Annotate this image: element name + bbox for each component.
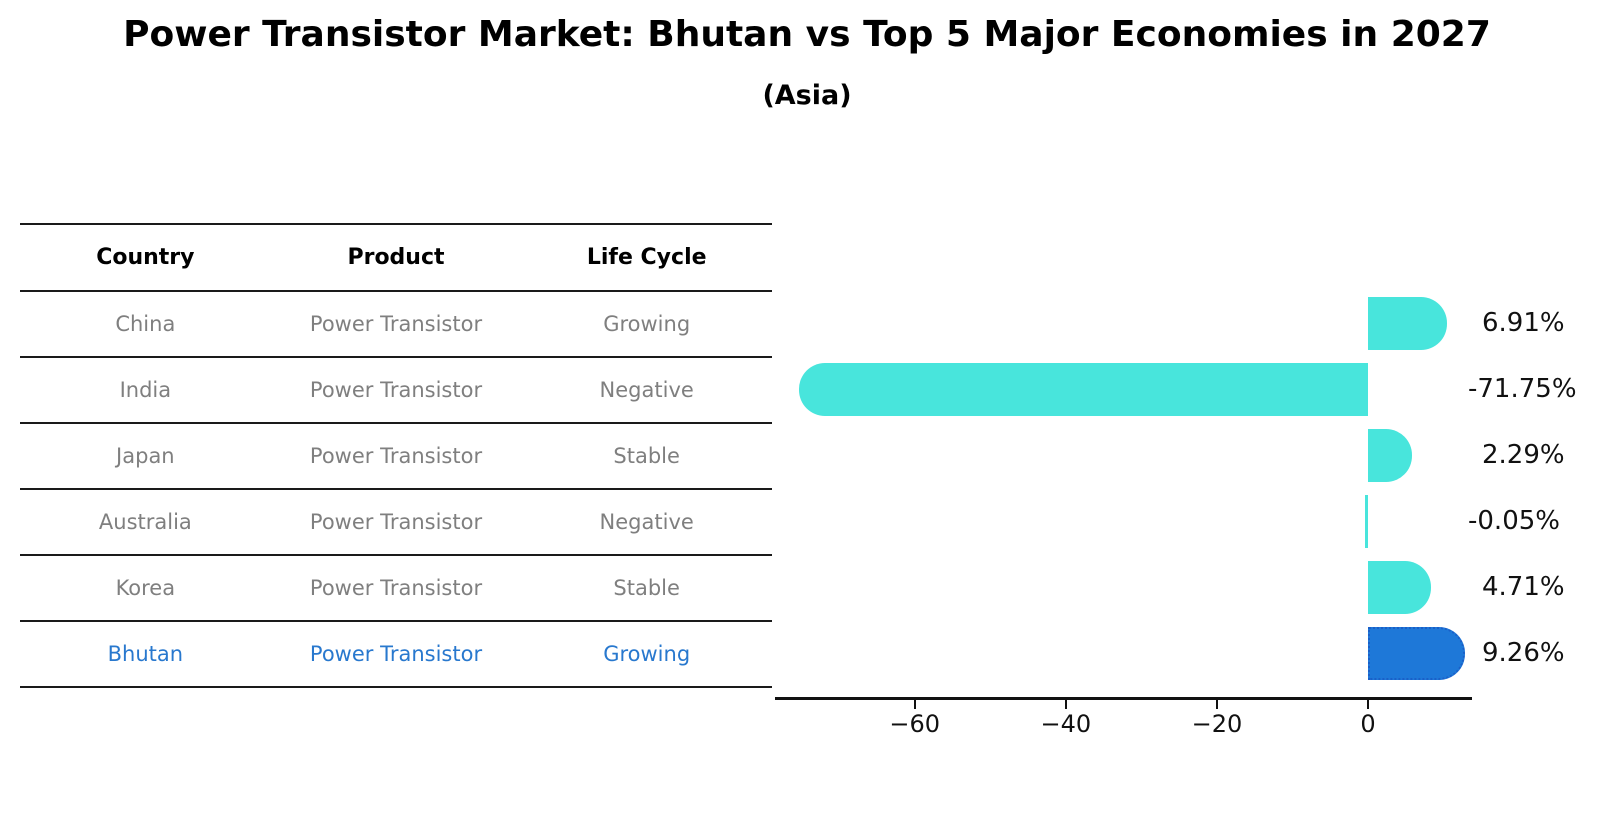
cell-life-cycle: Negative: [599, 378, 694, 402]
x-axis-tick-label: −60: [889, 710, 941, 738]
x-axis-tick-label: −40: [1040, 710, 1092, 738]
cell-product: Power Transistor: [309, 378, 483, 402]
x-axis-line: [775, 697, 1472, 700]
bar-japan: [1368, 428, 1413, 482]
x-axis-tick: [1367, 700, 1370, 709]
table-row: China Power Transistor Growing: [20, 292, 772, 358]
bar-value-label: -71.75%: [1468, 374, 1577, 404]
bar-india: [798, 362, 1368, 416]
x-axis-tick-label: −20: [1191, 710, 1243, 738]
column-header-life-cycle: Life Cycle: [586, 245, 707, 270]
cell-country: Japan: [116, 444, 175, 468]
x-axis-tick-label: 0: [1360, 710, 1376, 738]
table-header-row: Country Product Life Cycle: [20, 223, 772, 292]
bar-china: [1368, 296, 1448, 350]
bar-value-label: 6.91%: [1482, 308, 1565, 338]
column-header-country: Country: [96, 245, 195, 270]
cell-life-cycle: Stable: [613, 444, 680, 468]
cell-country: Korea: [115, 576, 176, 600]
table-row: Korea Power Transistor Stable: [20, 556, 772, 622]
cell-product: Power Transistor: [309, 312, 483, 336]
data-table: Country Product Life Cycle China Power Tr…: [20, 223, 772, 688]
bar-value-label: 2.29%: [1482, 440, 1565, 470]
bar-value-label: 9.26%: [1482, 638, 1565, 668]
cell-country: India: [119, 378, 172, 402]
cell-product: Power Transistor: [309, 510, 483, 534]
table-row: India Power Transistor Negative: [20, 358, 772, 424]
table-row: Bhutan Power Transistor Growing: [20, 622, 772, 688]
cell-life-cycle: Growing: [603, 642, 691, 666]
table-row: Australia Power Transistor Negative: [20, 490, 772, 556]
cell-country: Australia: [98, 510, 192, 534]
x-axis-tick: [913, 700, 916, 709]
bar-australia: [1365, 494, 1369, 548]
bar-bhutan: [1368, 626, 1465, 680]
bar-value-label: 4.71%: [1482, 572, 1565, 602]
x-axis-tick: [1064, 700, 1067, 709]
cell-country: Bhutan: [107, 642, 184, 666]
bar-korea: [1368, 560, 1431, 614]
cell-product: Power Transistor: [309, 642, 483, 666]
chart-subtitle: (Asia): [762, 80, 852, 111]
column-header-product: Product: [347, 245, 445, 270]
x-axis-tick: [1215, 700, 1218, 709]
cell-product: Power Transistor: [309, 576, 483, 600]
cell-life-cycle: Negative: [599, 510, 694, 534]
cell-life-cycle: Growing: [603, 312, 691, 336]
chart-title: Power Transistor Market: Bhutan vs Top 5…: [123, 14, 1491, 55]
table-row: Japan Power Transistor Stable: [20, 424, 772, 490]
cell-country: China: [115, 312, 176, 336]
table-body: China Power Transistor Growing India Power T…: [20, 292, 772, 688]
cell-life-cycle: Stable: [613, 576, 680, 600]
bar-value-label: -0.05%: [1468, 506, 1560, 536]
cell-product: Power Transistor: [309, 444, 483, 468]
